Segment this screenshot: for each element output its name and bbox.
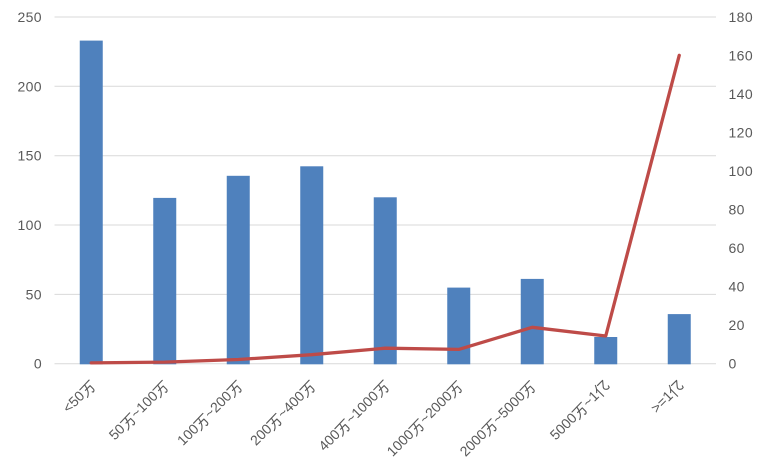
svg-text:0: 0 <box>729 356 737 372</box>
svg-text:100: 100 <box>17 217 42 233</box>
svg-text:250: 250 <box>17 9 42 25</box>
svg-text:180: 180 <box>729 9 754 25</box>
svg-text:60: 60 <box>729 240 745 256</box>
svg-text:0: 0 <box>34 356 42 372</box>
svg-text:40: 40 <box>729 279 745 295</box>
svg-text:100: 100 <box>729 163 754 179</box>
svg-text:20: 20 <box>729 317 745 333</box>
svg-text:80: 80 <box>729 202 745 218</box>
svg-text:200: 200 <box>17 78 42 94</box>
svg-text:120: 120 <box>729 125 754 141</box>
svg-text:50: 50 <box>26 286 42 302</box>
svg-text:140: 140 <box>729 86 754 102</box>
svg-text:150: 150 <box>17 148 42 164</box>
svg-text:160: 160 <box>729 48 754 64</box>
